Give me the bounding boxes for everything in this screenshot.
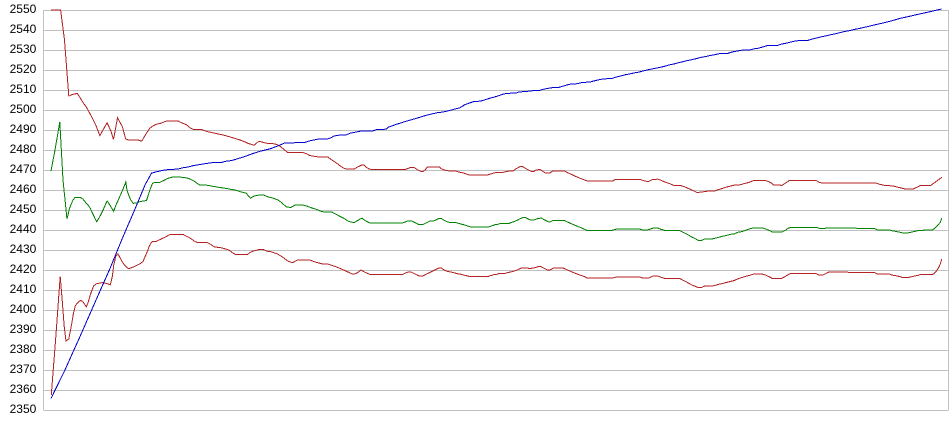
svg-text:2410: 2410 [10,282,37,296]
svg-text:2540: 2540 [10,22,37,36]
svg-text:2470: 2470 [10,162,37,176]
svg-text:2450: 2450 [10,202,37,216]
svg-text:2550: 2550 [10,2,37,16]
svg-text:2400: 2400 [10,302,37,316]
svg-text:2510: 2510 [10,82,37,96]
svg-text:2460: 2460 [10,182,37,196]
svg-text:2430: 2430 [10,242,37,256]
svg-text:2360: 2360 [10,382,37,396]
svg-text:2380: 2380 [10,342,37,356]
svg-text:2370: 2370 [10,362,37,376]
svg-text:2490: 2490 [10,122,37,136]
svg-text:2500: 2500 [10,102,37,116]
svg-text:2350: 2350 [10,402,37,416]
svg-text:2420: 2420 [10,262,37,276]
svg-text:2440: 2440 [10,222,37,236]
svg-text:2390: 2390 [10,322,37,336]
svg-text:2520: 2520 [10,62,37,76]
svg-text:2480: 2480 [10,142,37,156]
svg-text:2530: 2530 [10,42,37,56]
